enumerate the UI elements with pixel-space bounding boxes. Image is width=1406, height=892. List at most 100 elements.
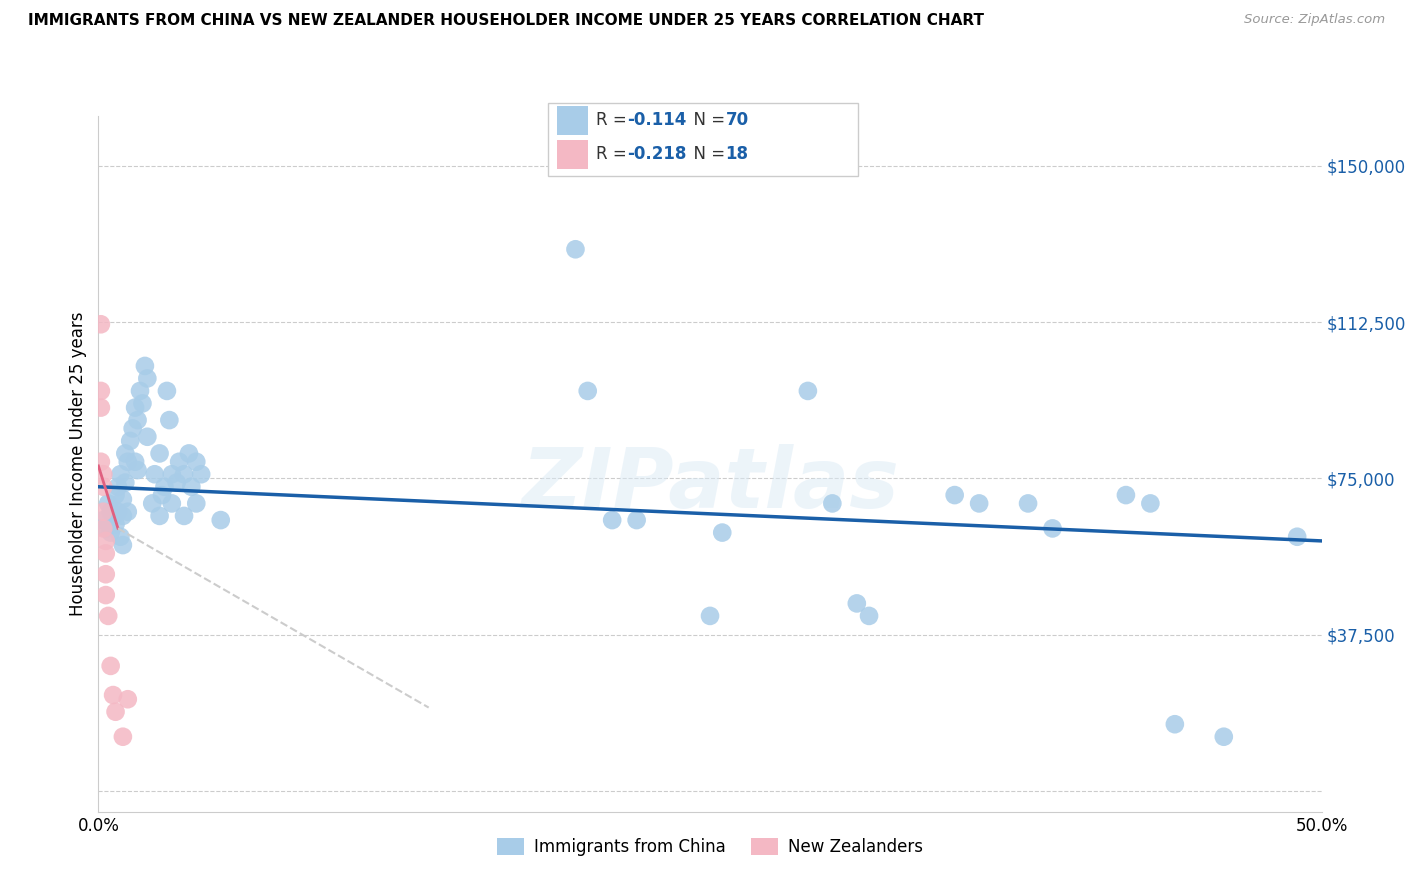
Point: [117, 692, 139, 706]
Point: [111, 492, 134, 507]
Point: [101, 508, 124, 523]
Point: [858, 608, 880, 623]
Text: 18: 18: [725, 145, 748, 163]
Point: [1017, 496, 1039, 510]
Point: [91, 513, 114, 527]
Point: [180, 480, 202, 494]
Point: [94, 521, 117, 535]
Point: [94, 588, 117, 602]
Point: [153, 480, 176, 494]
Point: [1042, 521, 1064, 535]
Point: [1286, 530, 1309, 544]
Point: [626, 513, 648, 527]
Point: [1164, 717, 1187, 731]
Point: [131, 396, 153, 410]
Point: [100, 525, 122, 540]
Point: [157, 413, 180, 427]
Text: 70: 70: [725, 112, 748, 129]
Point: [967, 496, 990, 510]
Point: [124, 455, 146, 469]
Point: [90, 455, 112, 469]
Point: [177, 446, 200, 460]
Point: [107, 505, 129, 519]
Point: [91, 480, 114, 494]
Point: [845, 596, 868, 610]
Point: [97, 496, 120, 510]
Point: [107, 480, 129, 494]
Point: [141, 496, 163, 510]
Point: [1212, 730, 1234, 744]
Point: [124, 401, 146, 415]
Point: [209, 513, 232, 527]
Text: N =: N =: [683, 112, 731, 129]
Point: [91, 467, 114, 482]
Point: [129, 384, 152, 398]
Point: [600, 513, 623, 527]
Point: [149, 508, 172, 523]
Point: [136, 430, 159, 444]
Point: [94, 567, 117, 582]
Point: [190, 467, 212, 482]
Point: [160, 496, 183, 510]
Point: [576, 384, 599, 398]
Point: [117, 455, 139, 469]
Point: [104, 488, 127, 502]
Point: [186, 455, 208, 469]
Point: [104, 517, 127, 532]
Point: [186, 496, 208, 510]
Point: [150, 488, 173, 502]
Point: [160, 467, 183, 482]
Point: [97, 608, 120, 623]
Legend: Immigrants from China, New Zealanders: Immigrants from China, New Zealanders: [491, 831, 929, 863]
Point: [114, 475, 136, 490]
Point: [100, 659, 122, 673]
Point: [121, 421, 143, 435]
Point: [111, 538, 134, 552]
Point: [101, 688, 124, 702]
Point: [127, 463, 149, 477]
Point: [136, 371, 159, 385]
Point: [134, 359, 156, 373]
Point: [110, 467, 132, 482]
Point: [94, 533, 117, 548]
Point: [90, 401, 112, 415]
Point: [1115, 488, 1137, 502]
Point: [91, 521, 114, 535]
Point: [110, 530, 132, 544]
Text: Source: ZipAtlas.com: Source: ZipAtlas.com: [1244, 13, 1385, 27]
Point: [120, 434, 142, 448]
Point: [167, 455, 190, 469]
Point: [1139, 496, 1161, 510]
Point: [91, 505, 114, 519]
Point: [117, 505, 139, 519]
Text: R =: R =: [596, 145, 633, 163]
Point: [149, 446, 172, 460]
Point: [173, 467, 195, 482]
Point: [143, 467, 166, 482]
Point: [114, 446, 136, 460]
Point: [564, 242, 586, 256]
Point: [711, 525, 734, 540]
Point: [104, 705, 127, 719]
Point: [943, 488, 966, 502]
Point: [127, 413, 149, 427]
Point: [90, 384, 112, 398]
Point: [94, 546, 117, 560]
Point: [111, 730, 134, 744]
Point: [111, 508, 134, 523]
Point: [173, 508, 195, 523]
Text: N =: N =: [683, 145, 731, 163]
Point: [100, 505, 122, 519]
Point: [699, 608, 721, 623]
Text: -0.218: -0.218: [627, 145, 686, 163]
Point: [156, 384, 179, 398]
Point: [797, 384, 820, 398]
Point: [166, 475, 188, 490]
Text: R =: R =: [596, 112, 633, 129]
Text: -0.114: -0.114: [627, 112, 686, 129]
Point: [90, 318, 112, 332]
Text: IMMIGRANTS FROM CHINA VS NEW ZEALANDER HOUSEHOLDER INCOME UNDER 25 YEARS CORRELA: IMMIGRANTS FROM CHINA VS NEW ZEALANDER H…: [28, 13, 984, 29]
Text: ZIPatlas: ZIPatlas: [522, 444, 898, 525]
Point: [821, 496, 844, 510]
Y-axis label: Householder Income Under 25 years: Householder Income Under 25 years: [69, 311, 87, 616]
